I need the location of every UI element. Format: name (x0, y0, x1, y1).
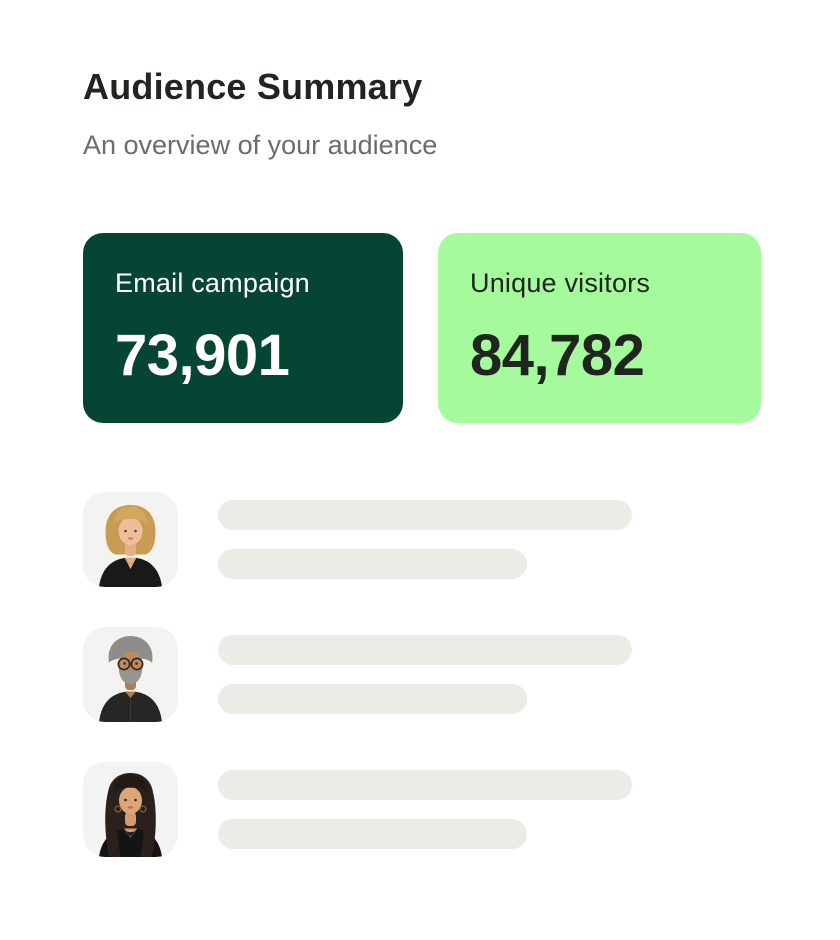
avatar (83, 762, 178, 857)
skeleton-text-lines (218, 770, 632, 849)
page-title: Audience Summary (83, 66, 423, 107)
stat-card-value: 84,782 (470, 323, 645, 388)
stat-card-label: Email campaign (115, 268, 310, 298)
stat-card-unique-visitors: Unique visitors 84,782 (438, 233, 761, 423)
skeleton-text-line (218, 635, 632, 665)
skeleton-text-line (218, 500, 632, 530)
stats-cards: Email campaign 73,901 Unique visitors 84… (83, 233, 761, 423)
avatar-woman-long-dark-hair-image (99, 773, 162, 857)
audience-list-item (83, 492, 632, 587)
avatar-woman-blonde-bob-image (99, 505, 162, 587)
avatar-man-gray-hair-glasses-image (99, 636, 162, 722)
skeleton-text-lines (218, 500, 632, 579)
audience-list-item (83, 762, 632, 857)
skeleton-text-line (218, 684, 527, 714)
avatar (83, 492, 178, 587)
avatar (83, 627, 178, 722)
skeleton-text-line (218, 819, 527, 849)
stat-card-value: 73,901 (115, 323, 290, 388)
skeleton-text-lines (218, 635, 632, 714)
page-subtitle: An overview of your audience (83, 130, 438, 160)
skeleton-text-line (218, 549, 527, 579)
stat-card-label: Unique visitors (470, 268, 651, 298)
audience-list-item (83, 627, 632, 722)
stat-card-email-campaign: Email campaign 73,901 (83, 233, 403, 423)
skeleton-text-line (218, 770, 632, 800)
audience-list (83, 492, 632, 857)
